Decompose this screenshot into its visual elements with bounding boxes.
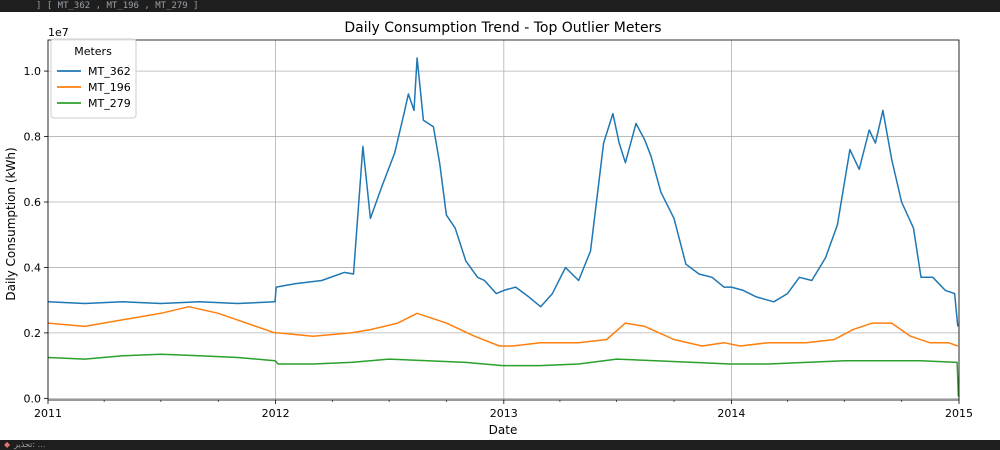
editor-header-strip: ] [ MT_362 , MT_196 , MT_279 ] (0, 0, 1000, 12)
status-strip: ◆ تحذير: ... (0, 440, 1000, 450)
legend: Meters MT_362 MT_196 MT_279 (50, 38, 137, 119)
legend-title: Meters (74, 45, 112, 58)
legend-box (50, 38, 137, 119)
header-code-text: ] [ MT_362 , MT_196 , MT_279 ] (36, 1, 199, 11)
y-tick-label: 0.2 (24, 327, 42, 340)
y-axis-offset-label: 1e7 (48, 26, 69, 39)
x-tick-label: 2011 (34, 407, 62, 420)
y-tick-label: 0.6 (24, 196, 42, 209)
y-tick-label: 1.0 (24, 65, 42, 78)
x-tick-label: 2015 (945, 407, 973, 420)
y-axis-label: Daily Consumption (kWh) (4, 147, 18, 300)
y-tick-label: 0.8 (24, 131, 42, 144)
chart-title: Daily Consumption Trend - Top Outlier Me… (344, 20, 661, 36)
status-note-text: تحذير: ... (14, 440, 46, 449)
x-tick-label: 2012 (262, 407, 290, 420)
legend-entry-label: MT_279 (88, 97, 131, 110)
legend-entry-label: MT_196 (88, 81, 131, 94)
warning-icon: ◆ (4, 440, 11, 449)
x-tick-label: 2013 (490, 407, 518, 420)
x-axis-label: Date (489, 423, 518, 437)
chart: 0.0 0.2 0.4 0.6 0.8 1.0 2011 2012 2013 2014 2015 D… (4, 20, 973, 437)
series-line-mt-279 (47, 353, 960, 397)
y-tick-label: 0.0 (24, 392, 42, 405)
legend-entry-label: MT_362 (88, 65, 131, 78)
status-note: ◆ تحذير: ... (4, 440, 45, 450)
y-tick-label: 0.4 (24, 261, 42, 274)
series-line-mt-196 (47, 305, 959, 347)
x-tick-label: 2014 (717, 407, 745, 420)
series-line-mt-362 (47, 57, 959, 327)
